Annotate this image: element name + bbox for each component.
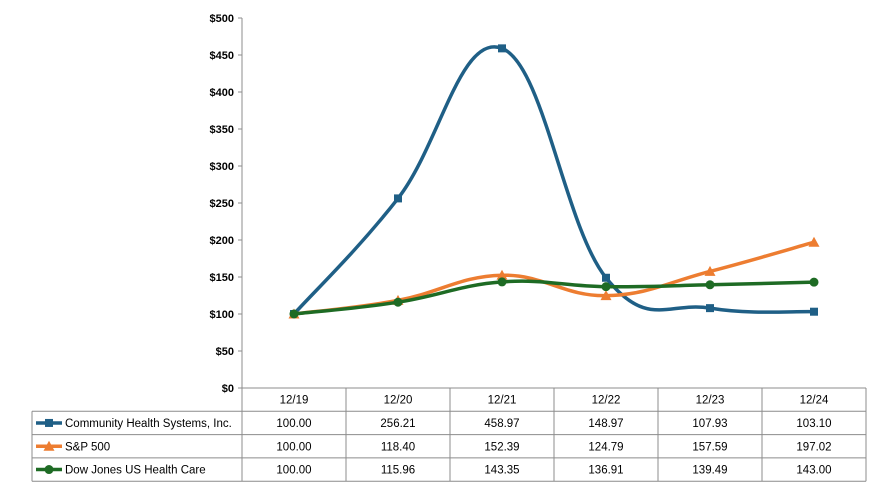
y-tick-label: $250 bbox=[210, 198, 234, 210]
table-value-dow-jones-us-health-care: 143.35 bbox=[484, 465, 519, 477]
table-value-dow-jones-us-health-care: 100.00 bbox=[276, 465, 311, 477]
data-point-s-p-500 bbox=[808, 236, 820, 247]
y-tick-label: $0 bbox=[222, 383, 234, 395]
table-value-community-health-systems-inc: 458.97 bbox=[484, 418, 519, 430]
table-value-s-p-500: 152.39 bbox=[484, 441, 519, 453]
legend-key-marker-dow-jones-us-health-care bbox=[44, 465, 54, 475]
y-tick-label: $200 bbox=[210, 235, 234, 247]
data-point-community-health-systems-inc bbox=[498, 44, 506, 53]
data-point-dow-jones-us-health-care bbox=[705, 280, 715, 290]
y-tick-label: $500 bbox=[210, 13, 234, 25]
table-value-s-p-500: 157.59 bbox=[692, 441, 727, 453]
legend-key-marker-community-health-systems-inc bbox=[45, 418, 53, 427]
table-value-community-health-systems-inc: 100.00 bbox=[276, 418, 311, 430]
table-value-dow-jones-us-health-care: 139.49 bbox=[692, 465, 727, 477]
data-point-dow-jones-us-health-care bbox=[497, 277, 507, 287]
y-tick-label: $100 bbox=[210, 309, 234, 321]
table-value-s-p-500: 124.79 bbox=[588, 441, 623, 453]
y-tick-label: $300 bbox=[210, 161, 234, 173]
data-point-s-p-500 bbox=[704, 265, 716, 276]
y-tick-label: $350 bbox=[210, 124, 234, 136]
table-value-community-health-systems-inc: 148.97 bbox=[588, 418, 623, 430]
table-value-dow-jones-us-health-care: 143.00 bbox=[796, 465, 831, 477]
data-point-community-health-systems-inc bbox=[394, 194, 402, 203]
data-point-dow-jones-us-health-care bbox=[289, 309, 299, 319]
x-category-label: 12/21 bbox=[488, 395, 517, 407]
table-value-community-health-systems-inc: 107.93 bbox=[692, 418, 727, 430]
table-value-dow-jones-us-health-care: 136.91 bbox=[588, 465, 623, 477]
data-point-dow-jones-us-health-care bbox=[809, 277, 819, 287]
y-tick-label: $450 bbox=[210, 50, 234, 62]
series-line-community-health-systems-inc bbox=[292, 45, 815, 316]
legend-label-s-p-500: S&P 500 bbox=[65, 441, 110, 453]
series-line-s-p-500 bbox=[293, 240, 815, 316]
y-tick-label: $50 bbox=[216, 346, 234, 358]
x-category-label: 12/23 bbox=[696, 395, 725, 407]
x-category-label: 12/20 bbox=[384, 395, 413, 407]
table-value-dow-jones-us-health-care: 115.96 bbox=[381, 465, 415, 477]
table-value-community-health-systems-inc: 103.10 bbox=[796, 418, 831, 430]
data-point-s-p-500 bbox=[496, 269, 508, 280]
series-line-dow-jones-us-health-care bbox=[293, 279, 815, 316]
y-tick-label: $400 bbox=[210, 87, 234, 99]
data-point-community-health-systems-inc bbox=[706, 304, 714, 313]
x-category-label: 12/24 bbox=[800, 395, 829, 407]
table-value-s-p-500: 118.40 bbox=[381, 441, 415, 453]
data-point-dow-jones-us-health-care bbox=[601, 282, 611, 292]
data-point-s-p-500 bbox=[600, 290, 612, 301]
legend-label-dow-jones-us-health-care: Dow Jones US Health Care bbox=[65, 465, 206, 477]
y-tick-label: $150 bbox=[210, 272, 234, 284]
table-value-s-p-500: 100.00 bbox=[276, 441, 311, 453]
legend-label-community-health-systems-inc: Community Health Systems, Inc. bbox=[65, 418, 232, 430]
legend-key-marker-s-p-500 bbox=[43, 440, 55, 451]
data-point-community-health-systems-inc bbox=[602, 273, 610, 282]
data-point-community-health-systems-inc bbox=[810, 307, 818, 316]
table-value-s-p-500: 197.02 bbox=[796, 441, 831, 453]
table-value-community-health-systems-inc: 256.21 bbox=[380, 418, 415, 430]
data-table: 12/19 12/20 12/21 12/22 12/23 12/24 Community … bbox=[31, 387, 867, 482]
x-category-label: 12/22 bbox=[592, 395, 621, 407]
x-category-label: 12/19 bbox=[280, 395, 309, 407]
data-point-dow-jones-us-health-care bbox=[393, 297, 403, 307]
